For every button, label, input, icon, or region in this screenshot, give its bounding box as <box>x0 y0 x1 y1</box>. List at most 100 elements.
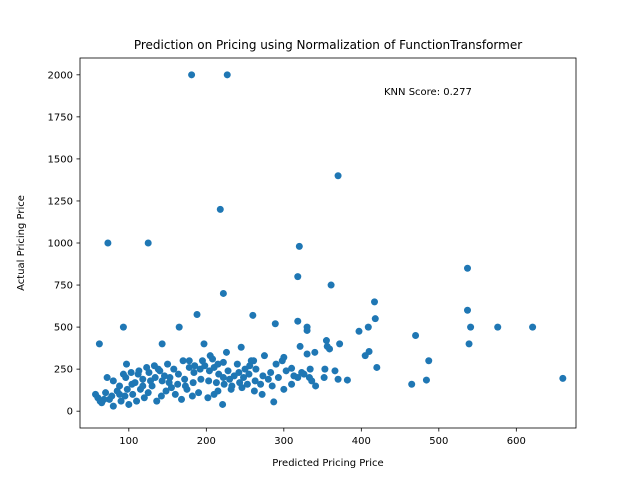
scatter-point <box>294 317 302 325</box>
scatter-point <box>188 392 196 400</box>
scatter-point <box>228 382 236 390</box>
scatter-point <box>116 382 124 390</box>
scatter-point <box>243 380 251 388</box>
scatter-point <box>361 352 369 360</box>
knn-score-annotation: KNN Score: 0.277 <box>384 87 472 98</box>
scatter-point <box>322 337 330 345</box>
scatter-point <box>295 242 303 250</box>
scatter-point <box>529 323 537 331</box>
scatter-point <box>193 310 201 318</box>
scatter-point <box>127 369 135 376</box>
scatter-point <box>175 323 183 331</box>
scatter-point <box>224 367 232 375</box>
scatter-point <box>144 239 152 247</box>
scatter-point <box>305 374 313 382</box>
scatter-point <box>205 377 213 385</box>
scatter-point <box>246 362 254 370</box>
scatter-point <box>252 365 260 373</box>
scatter-point <box>364 323 372 331</box>
scatter-point <box>103 374 111 382</box>
scatter-point <box>174 380 182 388</box>
scatter-point <box>139 382 147 390</box>
scatter-point <box>465 340 473 348</box>
scatter-point <box>282 367 290 375</box>
scatter-point <box>272 360 280 368</box>
scatter-point <box>259 372 267 380</box>
y-tick-label: 250 <box>54 365 73 376</box>
scatter-point <box>147 377 155 385</box>
scatter-point <box>336 340 344 348</box>
scatter-point <box>245 370 253 378</box>
scatter-point <box>425 357 433 365</box>
scatter-point <box>288 364 296 372</box>
scatter-point <box>158 377 166 385</box>
scatter-point <box>119 323 127 331</box>
scatter-point <box>131 379 139 387</box>
scatter-point <box>334 172 342 180</box>
y-tick-label: 750 <box>54 281 73 292</box>
scatter-point <box>323 342 331 350</box>
scatter-point <box>109 377 117 385</box>
scatter-point <box>327 281 335 289</box>
scatter-point <box>250 387 258 395</box>
scatter-point <box>343 376 351 384</box>
scatter-point <box>157 392 165 400</box>
scatter-point <box>371 315 379 323</box>
scatter-point <box>198 357 206 365</box>
scatter-point <box>123 360 130 368</box>
scatter-point <box>296 342 304 350</box>
x-tick-label: 400 <box>352 436 371 447</box>
scatter-point <box>559 374 567 382</box>
scatter-point <box>464 264 471 272</box>
scatter-point <box>171 390 179 398</box>
scatter-point <box>144 389 152 397</box>
plot-area <box>80 58 576 428</box>
data-points <box>92 71 567 410</box>
scatter-point <box>150 362 158 370</box>
y-tick-label: 2000 <box>48 70 73 81</box>
scatter-point <box>422 376 430 384</box>
scatter-point <box>220 380 228 388</box>
scatter-point <box>494 323 502 331</box>
scatter-point <box>153 397 161 405</box>
scatter-point <box>174 370 182 378</box>
scatter-point <box>209 355 217 363</box>
scatter-point <box>181 382 189 390</box>
y-tick-label: 1000 <box>48 239 73 250</box>
scatter-point <box>166 374 174 382</box>
scatter-point <box>179 357 187 365</box>
scatter-point <box>271 320 279 328</box>
scatter-point <box>270 398 278 406</box>
scatter-point <box>268 382 276 390</box>
scatter-point <box>249 311 257 319</box>
chart-title: Prediction on Pricing using Normalizatio… <box>134 38 522 52</box>
scatter-point <box>251 377 259 385</box>
scatter-point <box>303 326 311 334</box>
scatter-point <box>222 348 230 356</box>
scatter-point <box>260 352 268 360</box>
scatter-point <box>133 397 141 405</box>
scatter-point <box>331 367 339 375</box>
scatter-point <box>92 390 99 398</box>
scatter-point <box>164 360 172 368</box>
scatter-point <box>280 353 288 361</box>
y-tick-label: 1250 <box>48 196 73 207</box>
x-tick-label: 200 <box>197 436 216 447</box>
scatter-point <box>143 363 151 371</box>
scatter-point <box>371 298 378 306</box>
scatter-point <box>116 390 124 398</box>
scatter-point <box>190 369 198 376</box>
y-tick-label: 500 <box>54 323 73 334</box>
scatter-point <box>117 397 125 405</box>
scatter-point <box>108 392 116 400</box>
scatter-point <box>288 380 296 388</box>
scatter-point <box>135 367 143 375</box>
scatter-point <box>280 385 288 393</box>
y-axis-ticks: 0 250 500 750 1000 1250 1500 1750 2000 <box>48 70 80 418</box>
scatter-point <box>219 374 227 382</box>
scatter-point <box>214 360 222 368</box>
x-tick-label: 600 <box>507 436 526 447</box>
scatter-point <box>119 370 127 378</box>
y-tick-label: 1750 <box>48 112 73 123</box>
scatter-point <box>258 390 266 398</box>
